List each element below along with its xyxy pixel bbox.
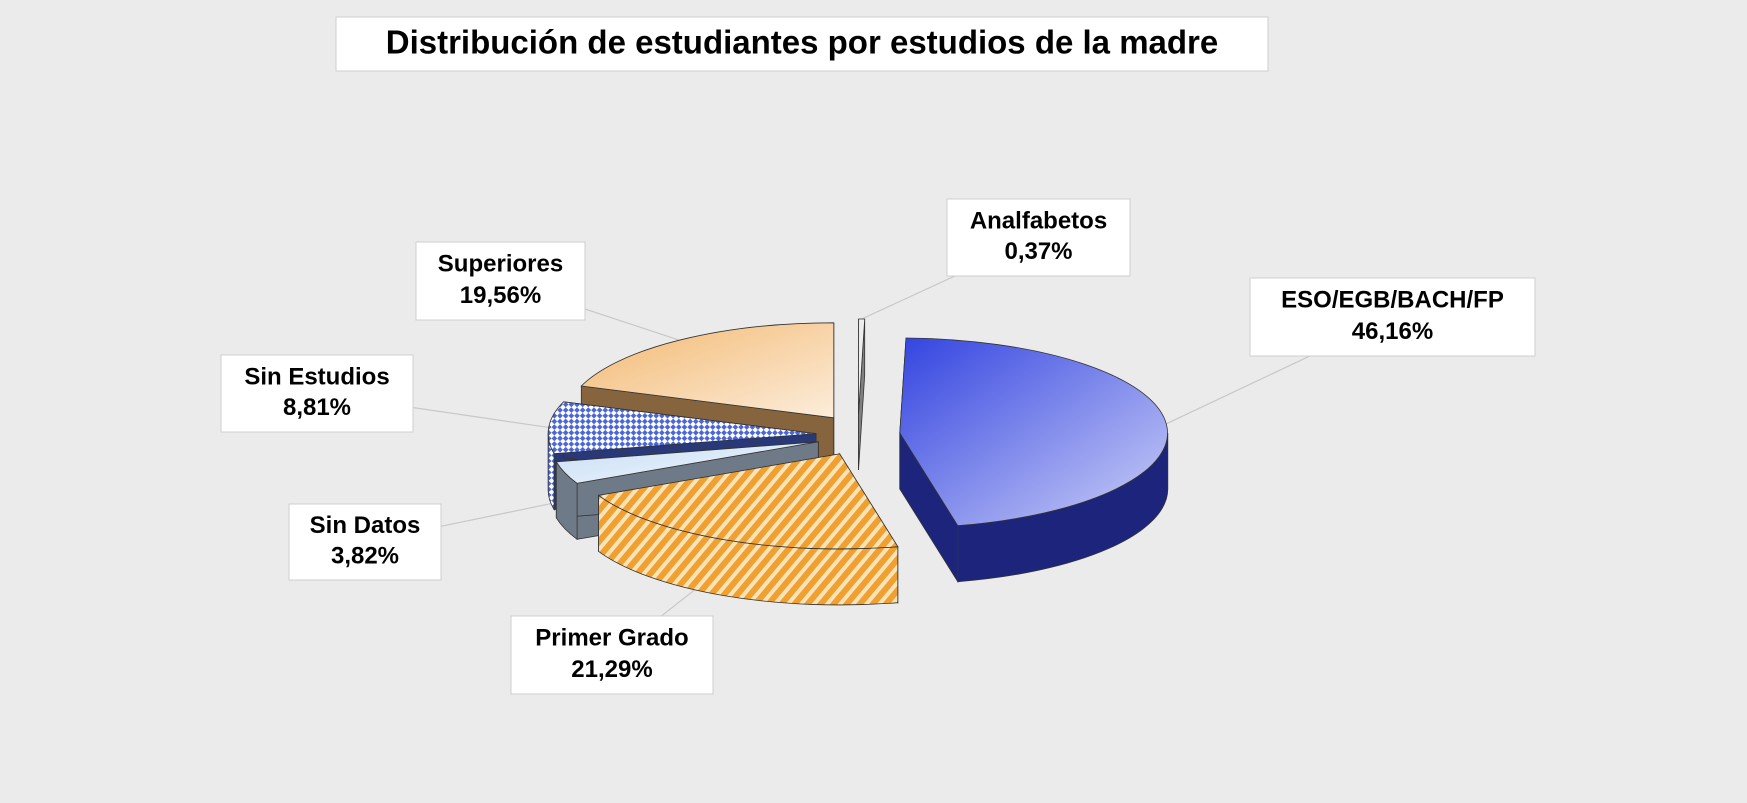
slice — [899, 337, 1168, 527]
value-label: 21,29% — [571, 656, 652, 683]
label-box — [1249, 277, 1536, 357]
slice-label: Sin Datos — [310, 512, 421, 539]
slice-label: Superiores — [438, 251, 563, 278]
slice-label: ESO/EGB/BACH/FP — [1281, 287, 1504, 314]
slice — [580, 322, 835, 419]
label-box — [220, 354, 414, 433]
value-label: 0,37% — [1004, 238, 1072, 265]
title-box — [335, 16, 1269, 72]
slice — [547, 401, 817, 455]
slice-label: Primer Grado — [535, 625, 688, 652]
label-box — [946, 198, 1131, 277]
slice — [555, 441, 819, 484]
value-label: 3,82% — [331, 543, 399, 570]
label-box — [510, 615, 714, 695]
value-label: 19,56% — [460, 282, 541, 309]
value-label: 46,16% — [1352, 318, 1433, 345]
slice-label: Sin Estudios — [244, 363, 389, 390]
slice — [597, 453, 899, 550]
value-label: 8,81% — [283, 394, 351, 421]
slice-label: Analfabetos — [970, 207, 1107, 234]
label-box — [415, 241, 586, 321]
chart-title: Distribución de estudiantes por estudios… — [386, 24, 1219, 61]
label-box — [288, 503, 442, 581]
slice — [858, 318, 866, 415]
